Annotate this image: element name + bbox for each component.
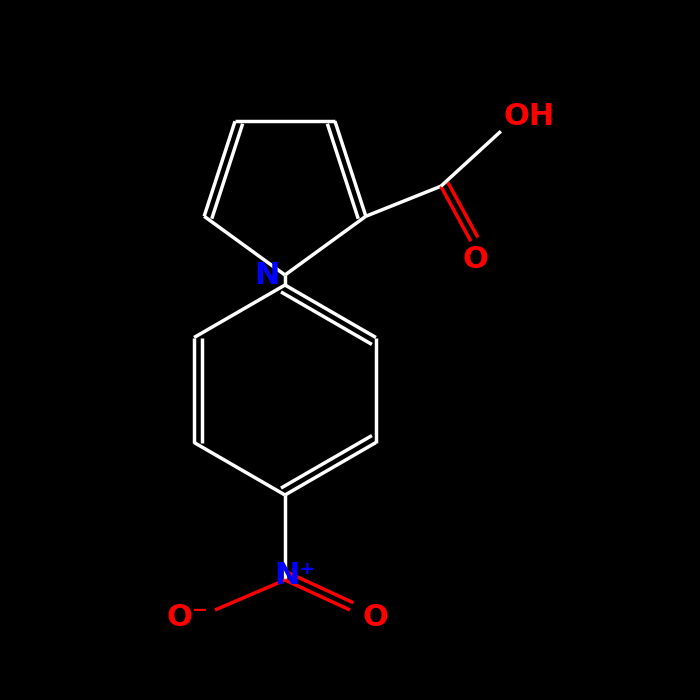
Text: OH: OH (503, 102, 554, 131)
Text: N: N (254, 260, 280, 290)
Text: O: O (362, 603, 388, 633)
Text: O⁻: O⁻ (166, 603, 208, 633)
Text: N⁺: N⁺ (274, 561, 316, 589)
Text: O: O (463, 245, 489, 274)
